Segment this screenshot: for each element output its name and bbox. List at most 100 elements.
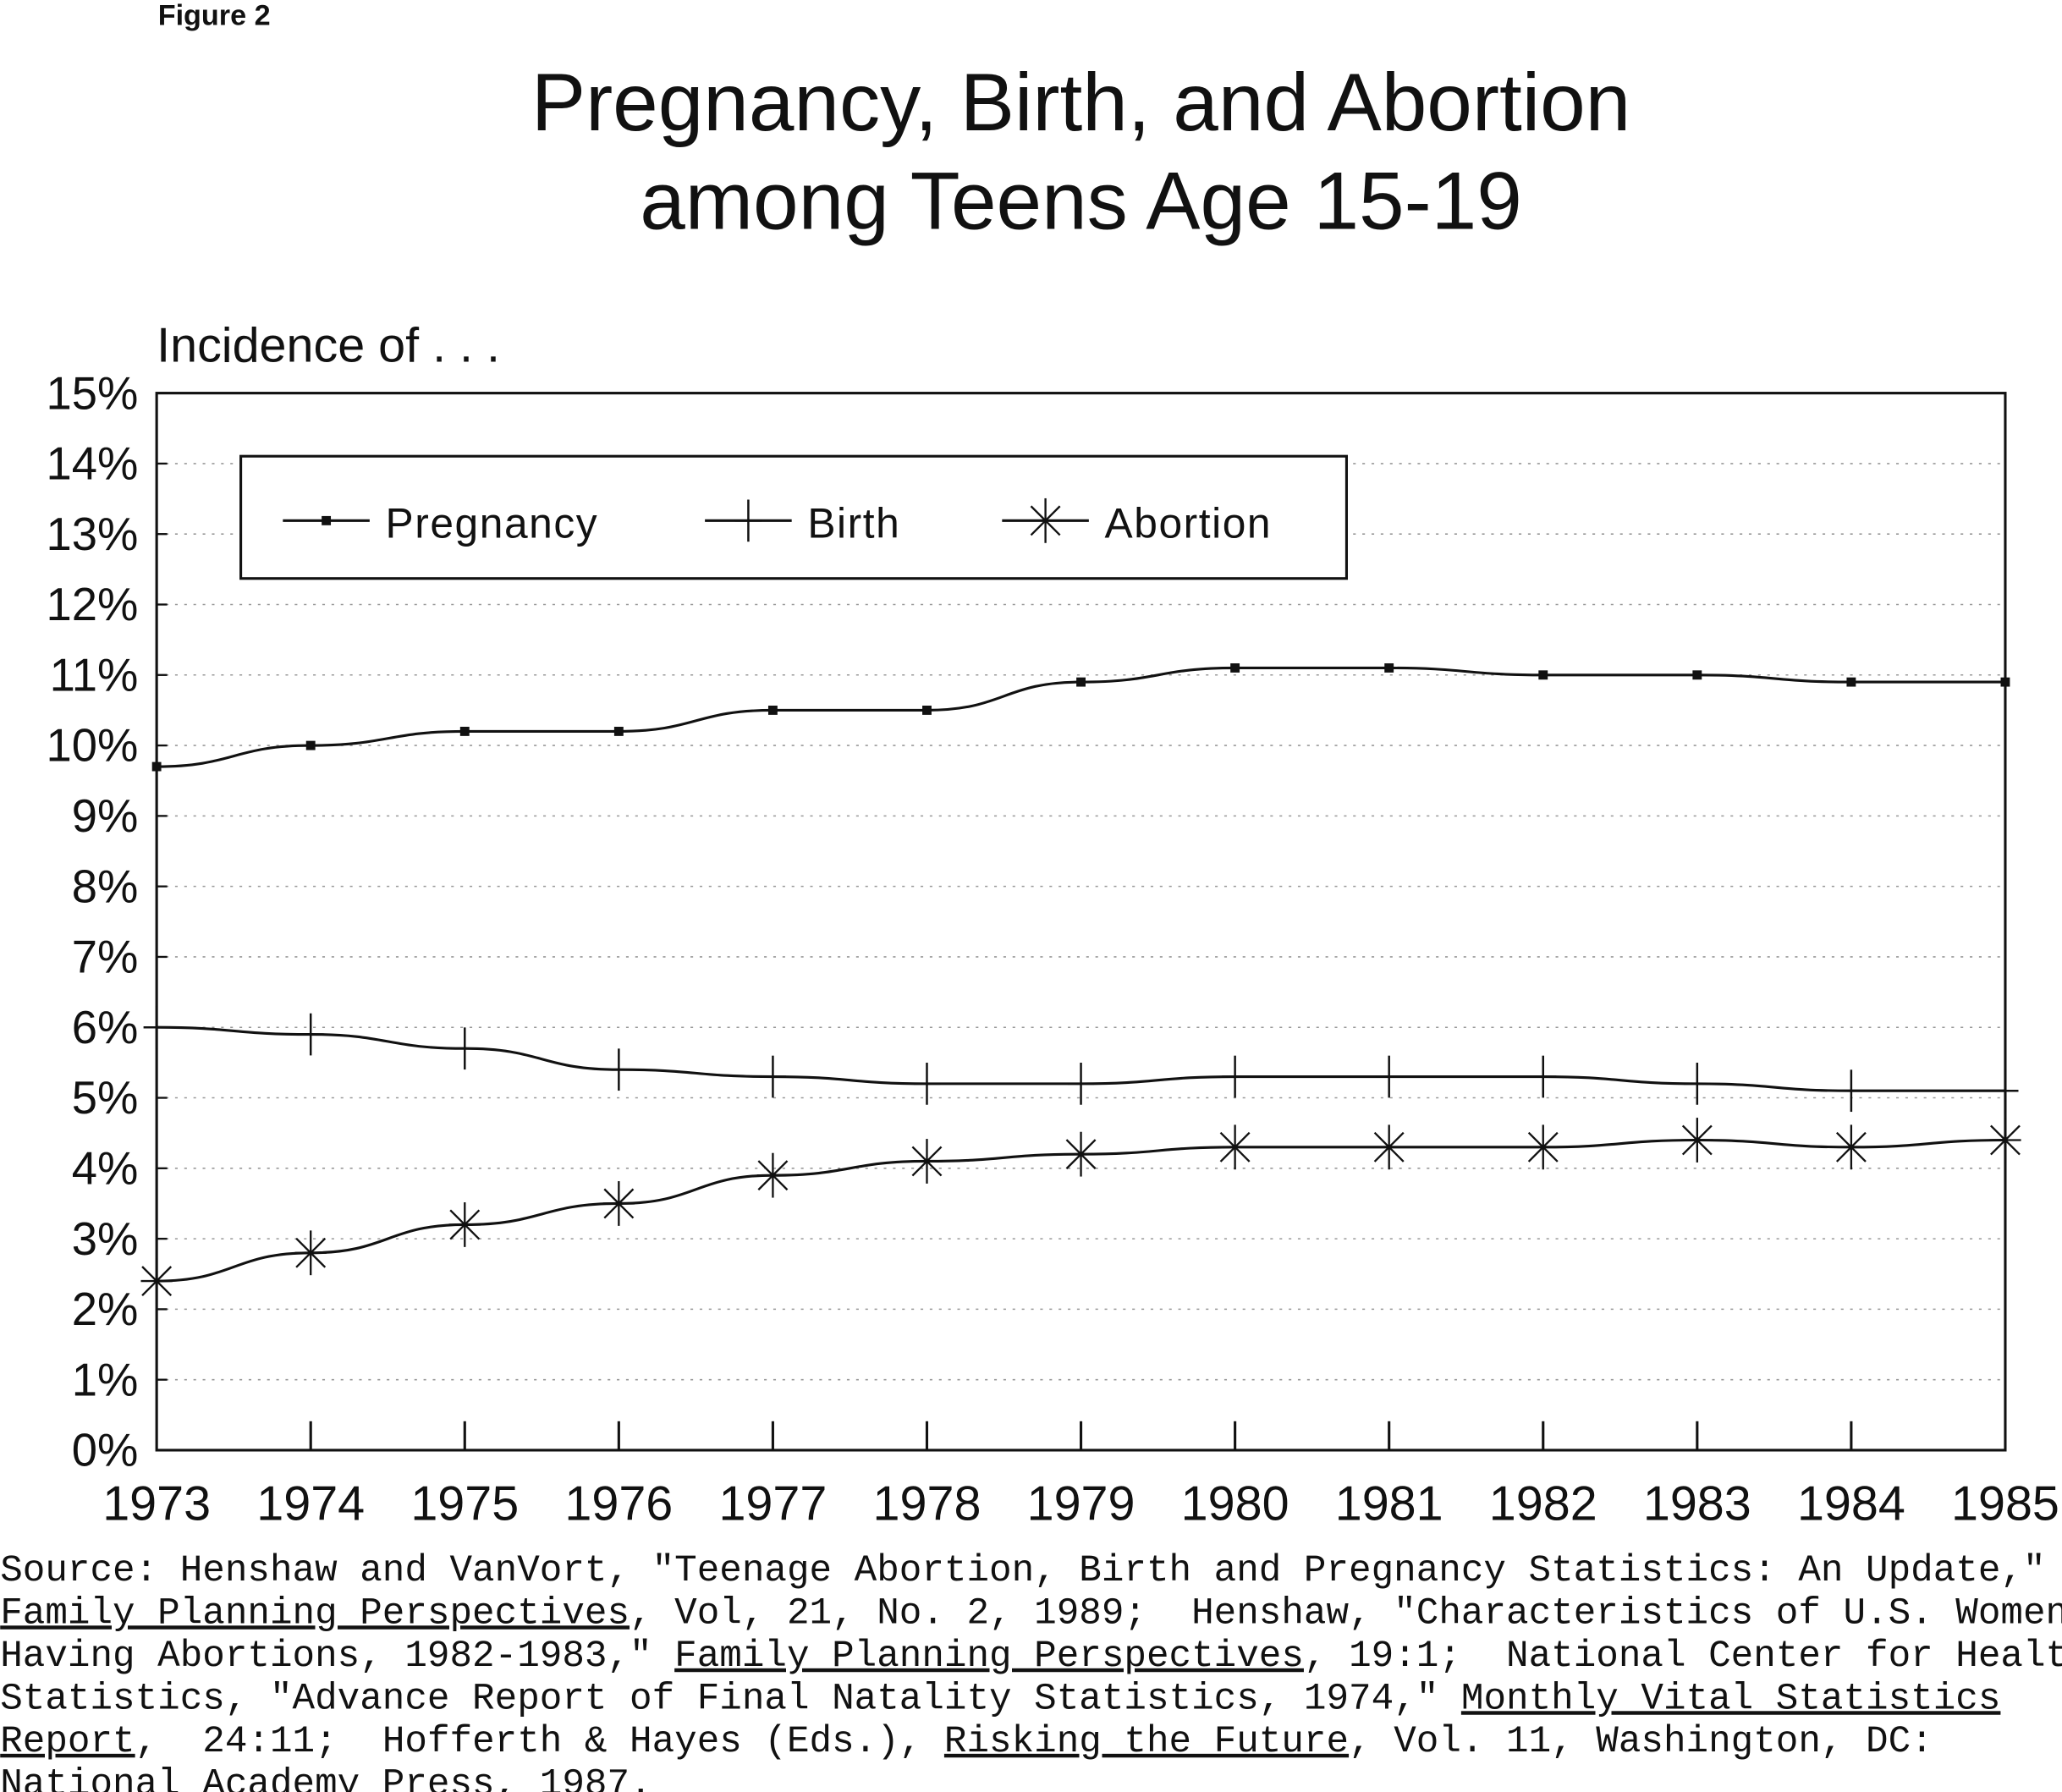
source-text: Statistics, "Advance Report of Final Nat…	[0, 1678, 1461, 1720]
square-marker	[1076, 677, 1086, 687]
y-tick-label: 14%	[47, 438, 139, 490]
x-tick-label: 1980	[1181, 1476, 1289, 1531]
square-marker	[459, 726, 470, 736]
plus-marker	[1530, 1055, 1557, 1098]
gridlines	[157, 463, 2005, 1381]
square-marker	[1846, 677, 1856, 687]
series-abortion	[140, 1118, 2021, 1304]
source-line: Report, 24:11; Hofferth & Hayes (Eds.), …	[0, 1721, 1933, 1763]
asterisk-marker	[1373, 1124, 1405, 1170]
series-pregnancy	[151, 663, 2010, 772]
legend-label: Pregnancy	[386, 500, 599, 547]
x-tick-label: 1983	[1643, 1476, 1751, 1531]
source-text: Having Abortions, 1982-1983,"	[0, 1635, 674, 1678]
legend-item-abortion: Abortion	[1002, 497, 1273, 547]
source-text: , Vol. 11, Washington, DC:	[1349, 1721, 1933, 1763]
square-marker	[1384, 663, 1394, 673]
y-tick-label: 7%	[72, 932, 139, 983]
source-line: Having Abortions, 1982-1983," Family Pla…	[0, 1635, 2062, 1678]
square-marker	[1538, 670, 1548, 680]
y-tick-label: 4%	[72, 1142, 139, 1194]
source-line: Family Planning Perspectives, Vol, 21, N…	[0, 1592, 2062, 1635]
source-line: Source: Henshaw and VanVort, "Teenage Ab…	[0, 1550, 2045, 1592]
source-publication-title: Monthly Vital Statistics	[1461, 1678, 2001, 1720]
y-tick-label: 1%	[72, 1354, 139, 1405]
asterisk-marker	[756, 1152, 789, 1198]
source-publication-title: Risking the Future	[944, 1721, 1349, 1763]
x-tick-label: 1976	[564, 1476, 673, 1531]
series-group	[140, 663, 2021, 1304]
y-tick-label: 15%	[47, 367, 139, 419]
legend-item-birth: Birth	[705, 499, 900, 547]
x-tick-label: 1984	[1797, 1476, 1905, 1531]
figure-label: Figure 2	[158, 0, 271, 32]
plus-marker	[759, 1055, 786, 1098]
asterisk-marker	[1835, 1124, 1867, 1170]
plus-marker	[1068, 1063, 1095, 1105]
asterisk-marker	[1218, 1124, 1251, 1170]
plus-marker	[605, 1048, 632, 1091]
asterisk-marker	[1681, 1118, 1713, 1163]
y-axis-label: Incidence of . . .	[157, 318, 500, 372]
asterisk-marker	[294, 1230, 327, 1276]
y-tick-label: 0%	[72, 1425, 139, 1476]
asterisk-marker	[448, 1202, 481, 1247]
y-tick-label: 2%	[72, 1284, 139, 1335]
source-line: Statistics, "Advance Report of Final Nat…	[0, 1678, 2000, 1720]
x-tick-label: 1975	[410, 1476, 519, 1531]
series-birth	[143, 1006, 2019, 1113]
source-publication-title: Family Planning Perspectives	[0, 1592, 630, 1635]
asterisk-marker	[1989, 1118, 2021, 1163]
source-citation: Source: Henshaw and VanVort, "Teenage Ab…	[0, 1550, 2062, 1792]
legend-label: Birth	[807, 500, 900, 547]
asterisk-marker	[1064, 1131, 1097, 1177]
y-tick-label: 10%	[47, 720, 139, 772]
square-marker	[1230, 663, 1240, 673]
asterisk-marker	[140, 1258, 173, 1304]
legend-box	[239, 454, 1348, 580]
legend-label: Abortion	[1105, 500, 1273, 547]
x-tick-label: 1981	[1335, 1476, 1443, 1531]
square-marker	[305, 740, 316, 750]
asterisk-marker	[602, 1181, 635, 1226]
source-text: , Vol, 21, No. 2, 1989; Henshaw, "Charac…	[630, 1592, 2062, 1635]
y-axis: 0% 1% 2% 3% 4% 5% 6% 7% 8% 9% 10% 11% 12% 13% 14% 15%	[47, 367, 168, 1476]
plus-marker	[1992, 1069, 2019, 1113]
x-tick-label: 1979	[1027, 1476, 1135, 1531]
source-publication-title: Family Planning Perspectives	[674, 1635, 1304, 1678]
square-marker	[767, 705, 778, 715]
plus-marker	[1376, 1055, 1403, 1098]
plus-marker	[734, 499, 762, 542]
x-tick-label: 1985	[1951, 1476, 2059, 1531]
x-tick-label: 1978	[873, 1476, 982, 1531]
chart-title-line-1: Pregnancy, Birth, and Abortion	[531, 58, 1630, 148]
source-text: Source: Henshaw and VanVort, "Teenage Ab…	[0, 1550, 2045, 1592]
square-marker	[613, 726, 624, 736]
plus-marker	[913, 1063, 941, 1105]
y-tick-label: 13%	[47, 508, 139, 560]
source-text: National Academy Press, 1987.	[0, 1763, 652, 1792]
x-tick-label: 1977	[718, 1476, 827, 1531]
y-tick-label: 6%	[72, 1002, 139, 1053]
square-marker	[151, 761, 162, 772]
square-marker	[2000, 677, 2010, 687]
square-marker	[1692, 670, 1702, 680]
asterisk-marker	[1029, 497, 1062, 543]
square-marker	[322, 515, 332, 525]
plus-marker	[297, 1013, 324, 1056]
source-line: National Academy Press, 1987.	[0, 1763, 652, 1792]
x-tick-label: 1973	[102, 1476, 211, 1531]
legend-item-pregnancy: Pregnancy	[283, 500, 599, 547]
plus-marker	[1222, 1055, 1249, 1098]
y-tick-label: 5%	[72, 1072, 139, 1124]
legend: Pregnancy Birth Abortion	[239, 454, 1348, 580]
chart-title-line-2: among Teens Age 15-19	[640, 156, 1522, 246]
source-text: , 19:1; National Center for Health	[1304, 1635, 2062, 1678]
y-tick-label: 3%	[72, 1213, 139, 1265]
y-tick-label: 11%	[50, 649, 139, 701]
plus-marker	[143, 1006, 170, 1049]
x-axis: 1973 1974 1975 1976 1977 1978 1979 1980 1981 1982…	[102, 1421, 2059, 1531]
y-tick-label: 8%	[72, 860, 139, 912]
y-tick-label: 12%	[47, 579, 139, 630]
asterisk-marker	[910, 1139, 943, 1184]
